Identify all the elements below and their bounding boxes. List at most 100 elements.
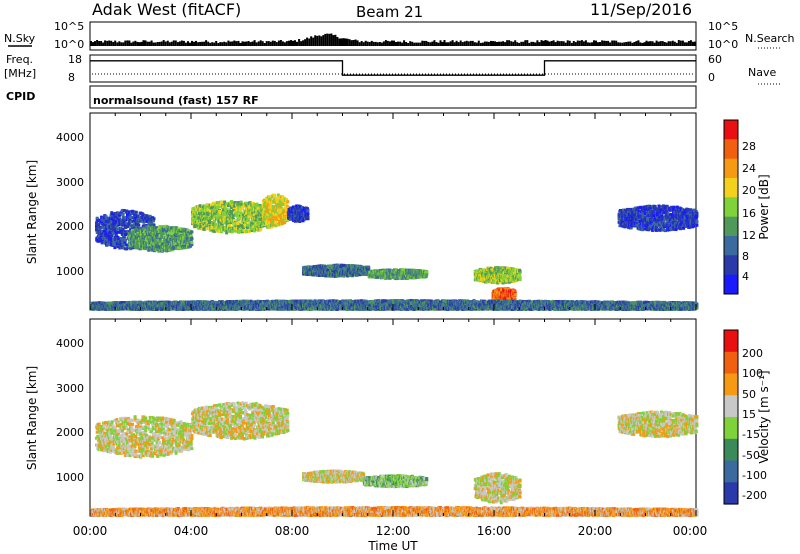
nsky-sample	[189, 43, 191, 46]
nsky-sample	[480, 43, 482, 46]
nsky-sample	[266, 41, 268, 46]
nsky-sample	[98, 41, 100, 46]
nsky-sample	[132, 42, 134, 46]
nsky-sample	[367, 42, 369, 46]
nsky-sample	[284, 42, 286, 46]
nsky-sample	[246, 42, 248, 47]
nsky-sample	[561, 41, 563, 46]
nsky-sample	[223, 42, 225, 46]
nsky-sample	[278, 41, 280, 46]
nsky-sample	[534, 43, 536, 47]
freq-line	[90, 61, 696, 75]
range-time-cell	[246, 227, 249, 230]
range-time-cell	[206, 227, 209, 230]
nsky-sample	[470, 41, 472, 46]
nsky-sample	[274, 41, 276, 46]
radar-summary-figure: Adak West (fitACF) Beam 21 11/Sep/2016 N…	[0, 0, 800, 554]
nsky-sample	[587, 42, 589, 46]
nsky-sample	[472, 41, 474, 46]
nsky-sample	[339, 39, 341, 47]
nsky-sample	[571, 43, 573, 46]
nsky-sample	[399, 42, 401, 46]
nsky-sample	[118, 41, 120, 46]
nsky-sample	[128, 41, 130, 47]
nsky-sample	[686, 42, 688, 46]
nsky-sample	[250, 42, 252, 46]
nsky-sample	[145, 40, 147, 46]
nsky-sample	[601, 40, 603, 46]
nsky-sample	[357, 40, 359, 46]
nsky-sample	[456, 41, 458, 46]
nsky-sample	[678, 40, 680, 46]
nsky-sample	[405, 42, 407, 46]
nsky-sample	[124, 41, 126, 46]
nave-tick-lo: 0	[708, 71, 715, 84]
nsky-sample	[90, 41, 92, 46]
nsky-sample	[345, 38, 347, 46]
nsky-sample	[209, 43, 211, 46]
nsky-sample	[478, 41, 480, 46]
nsky-sample	[254, 40, 256, 46]
range-time-cell	[190, 230, 193, 233]
nsky-sample	[375, 42, 377, 46]
nsky-sample	[670, 41, 672, 46]
nsky-sample	[361, 41, 363, 46]
nsky-sample	[530, 42, 532, 46]
nsky-sample	[112, 42, 114, 46]
nsky-sample	[409, 41, 411, 46]
nsky-sample	[215, 41, 217, 46]
nsky-sample	[389, 41, 391, 46]
nsky-sample	[579, 41, 581, 46]
nsky-sample	[508, 40, 510, 46]
nsky-sample	[448, 42, 450, 46]
nsky-sample	[476, 43, 478, 46]
nsky-sample	[373, 42, 375, 46]
nsky-sample	[492, 41, 494, 46]
nsky-sample	[577, 41, 579, 47]
nsky-label: N.Sky	[4, 32, 36, 45]
nsky-sample	[381, 43, 383, 46]
nsky-sample	[609, 42, 611, 46]
nsky-sample	[183, 41, 185, 46]
cpid-text: normalsound (fast) 157 RF	[93, 94, 259, 107]
nsky-sample	[442, 42, 444, 46]
nsky-sample	[233, 41, 235, 47]
nsky-sample	[490, 41, 492, 46]
nsky-sample	[120, 42, 122, 46]
nsky-sample	[583, 41, 585, 46]
nsky-sample	[264, 43, 266, 46]
nsearch-tick-hi: 10^5	[708, 20, 738, 33]
nsky-sample	[349, 39, 351, 46]
nsky-sample	[181, 41, 183, 47]
nsky-sample	[235, 41, 237, 46]
nsky-sample	[440, 40, 442, 46]
nsky-sample	[318, 35, 320, 46]
freq-tick-lo: 8	[68, 71, 75, 84]
nsky-sample	[514, 40, 516, 46]
nsky-sample	[316, 36, 318, 46]
nsky-sample	[100, 41, 102, 46]
range-time-cell	[125, 210, 128, 213]
nsky-sample	[203, 42, 205, 46]
beam-title: Beam 21	[356, 3, 423, 21]
range-time-cell	[122, 212, 125, 215]
nsky-sample	[328, 34, 330, 46]
nsky-sample	[510, 41, 512, 46]
nsky-sample	[92, 42, 94, 46]
nsky-sample	[217, 43, 219, 46]
nsky-sample	[211, 42, 213, 46]
nsky-sample	[179, 41, 181, 46]
nsky-sample	[369, 42, 371, 46]
nsky-sample	[446, 42, 448, 46]
freq-tick-hi: 18	[68, 53, 82, 66]
nsky-sample	[161, 42, 163, 47]
nsky-sample	[197, 42, 199, 46]
nsky-sample	[547, 41, 549, 46]
nsky-sample	[413, 43, 415, 46]
nsky-sample	[322, 35, 324, 46]
nsky-sample	[240, 43, 242, 46]
nsky-sample	[288, 41, 290, 46]
range-time-cell	[190, 237, 193, 240]
nsky-sample	[353, 40, 355, 46]
nsky-sample	[96, 40, 98, 46]
